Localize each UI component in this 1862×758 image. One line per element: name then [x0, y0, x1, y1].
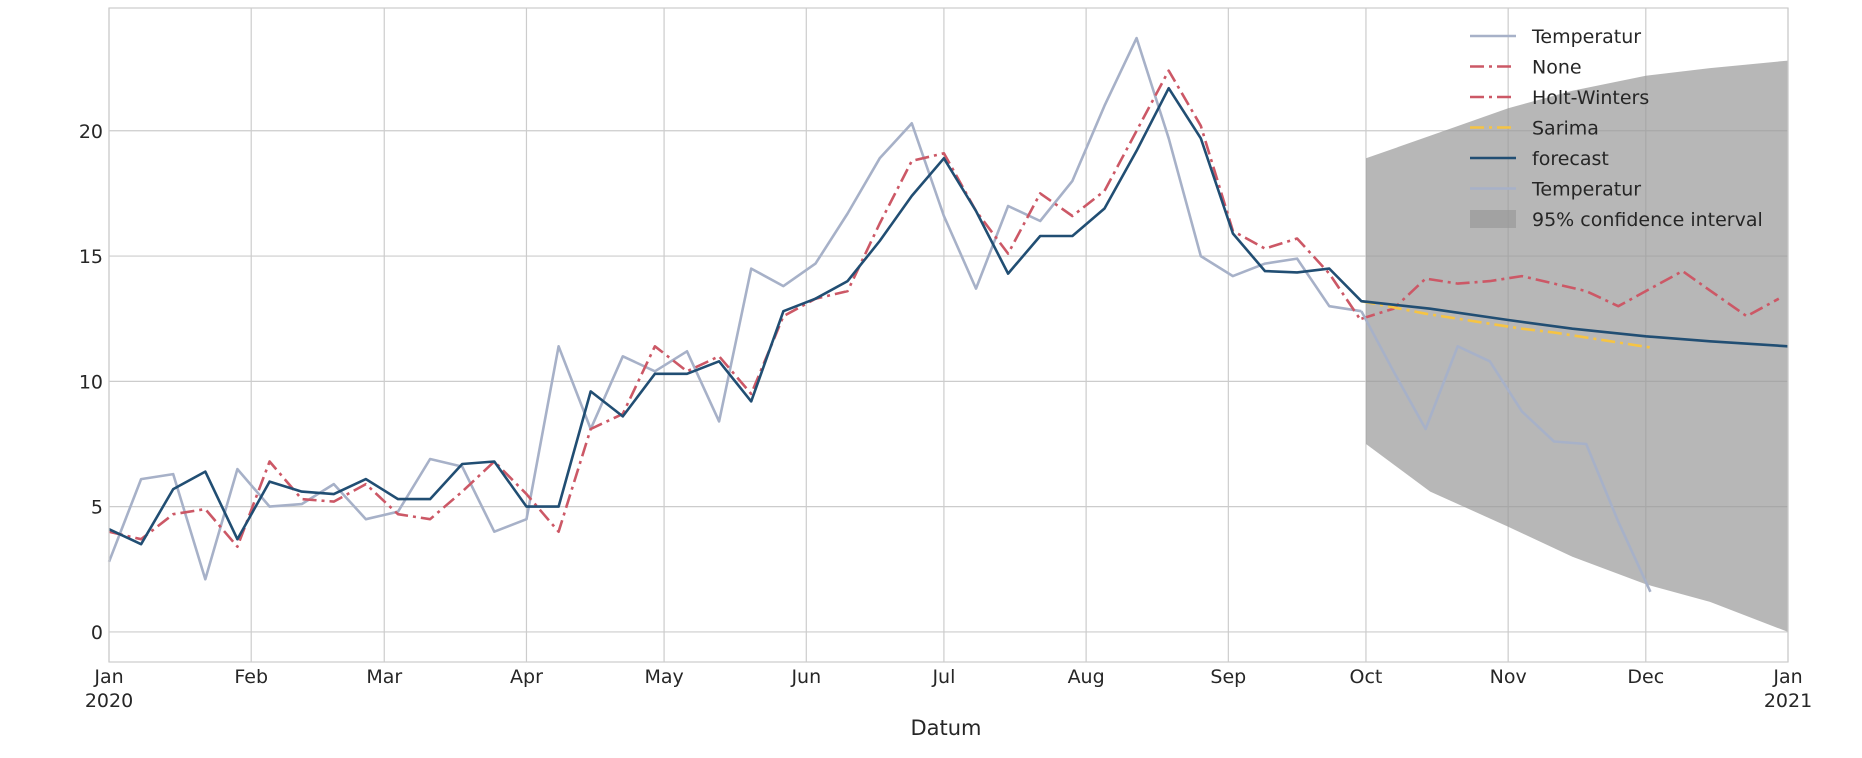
x-tick-year-label: 2021	[1764, 690, 1812, 712]
x-tick-label: Jan	[93, 666, 123, 688]
y-tick-label: 10	[79, 371, 103, 393]
series-line-temperatur-5	[1360, 310, 1652, 593]
legend-label: Temperatur	[1531, 26, 1641, 48]
legend-item: Temperatur	[1470, 179, 1641, 201]
legend-swatch	[1470, 210, 1516, 228]
y-tick-label: 5	[91, 497, 103, 519]
legend-label: Sarima	[1532, 118, 1599, 140]
series-line-temperatur-0	[107, 36, 1362, 581]
y-tick-label: 15	[79, 246, 103, 268]
x-tick-label: Apr	[510, 666, 543, 688]
x-tick-label: Dec	[1627, 666, 1664, 688]
legend-label: 95% confidence interval	[1532, 209, 1763, 231]
legend-item: Temperatur	[1470, 26, 1641, 48]
legend-label: None	[1532, 57, 1582, 79]
series-line-sarima-3	[1361, 299, 1651, 349]
legend-item: None	[1470, 57, 1582, 79]
legend: Temperatur None Holt-Winters Sarima forecast…	[1470, 26, 1763, 231]
legend-item: Sarima	[1470, 118, 1599, 140]
x-tick-label: Nov	[1490, 666, 1527, 688]
x-axis-label: Datum	[910, 716, 981, 740]
x-tick-label: Jul	[931, 666, 955, 688]
y-tick-label: 20	[79, 121, 103, 143]
legend-label: Temperatur	[1531, 179, 1641, 201]
plot-frame	[108, 7, 1789, 663]
series-line-none-1	[108, 69, 1363, 549]
series-line-holt-winters-2	[1361, 269, 1780, 320]
x-tick-label: Sep	[1210, 666, 1246, 688]
series-layer	[107, 36, 1789, 593]
x-tick-label: Aug	[1068, 666, 1105, 688]
x-tick-year-label: 2020	[85, 690, 133, 712]
x-tick-label: Feb	[234, 666, 268, 688]
x-tick-label: Mar	[366, 666, 402, 688]
legend-label: forecast	[1532, 148, 1609, 170]
x-tick-label: May	[644, 666, 683, 688]
x-tick-label: Jan	[1772, 666, 1802, 688]
confidence-interval-band	[1366, 60, 1788, 632]
x-tick-label: Jun	[790, 666, 821, 688]
legend-item: Holt-Winters	[1470, 87, 1649, 109]
legend-item: 95% confidence interval	[1470, 209, 1763, 231]
x-tick-label: Oct	[1350, 666, 1383, 688]
y-tick-label: 0	[91, 622, 103, 644]
confidence-band-layer	[1366, 60, 1788, 632]
series-line-forecast-4	[108, 86, 1789, 546]
y-axis-ticks: 0 5 10 15 20	[79, 121, 103, 644]
legend-item: forecast	[1470, 148, 1609, 170]
legend-label: Holt-Winters	[1532, 87, 1649, 109]
